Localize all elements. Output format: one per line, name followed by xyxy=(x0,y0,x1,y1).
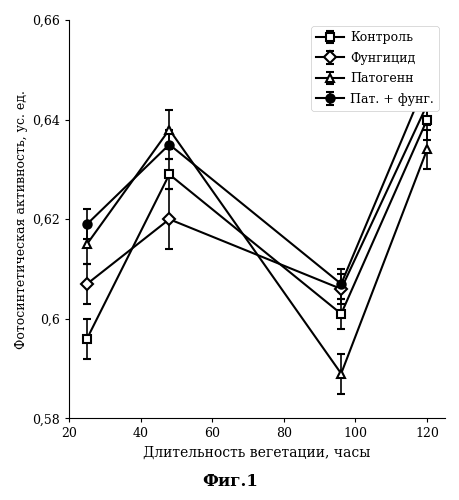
Legend: Контроль, Фунгицид, Патогенн, Пат. + фунг.: Контроль, Фунгицид, Патогенн, Пат. + фун… xyxy=(311,26,438,111)
Text: Фиг.1: Фиг.1 xyxy=(202,473,257,490)
X-axis label: Длительность вегетации, часы: Длительность вегетации, часы xyxy=(143,446,370,460)
Y-axis label: Фотосинтетическая активность, ус. ед.: Фотосинтетическая активность, ус. ед. xyxy=(15,90,28,348)
